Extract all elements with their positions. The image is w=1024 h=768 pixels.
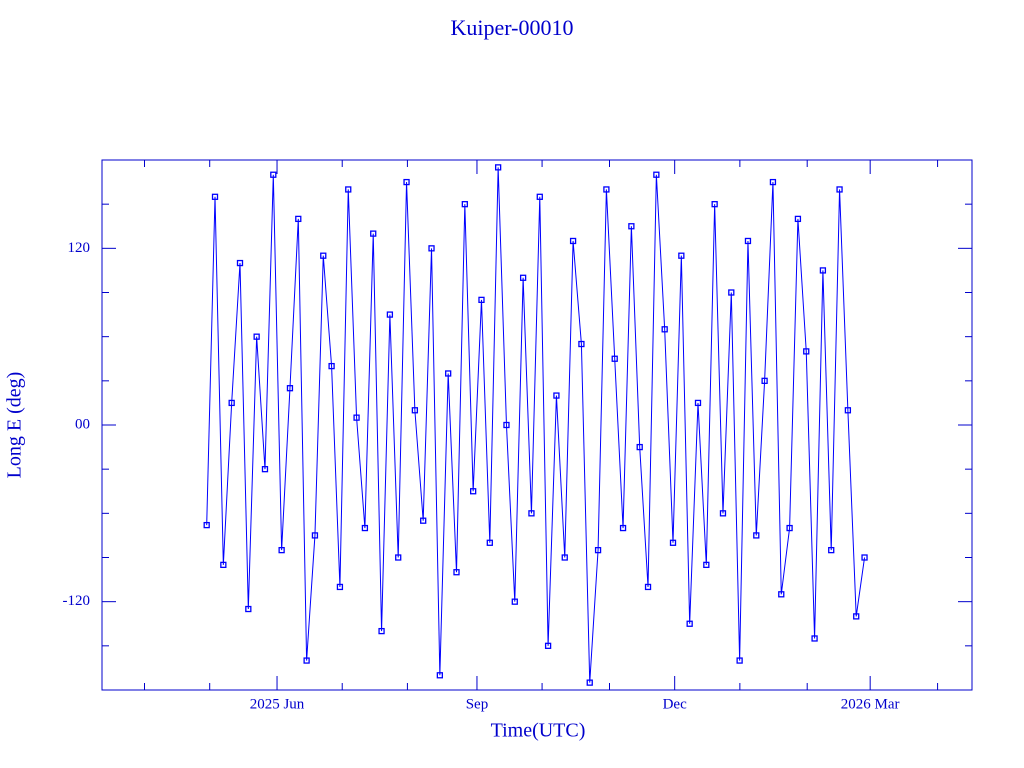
data-line <box>206 167 866 683</box>
y-tick-label: -120 <box>63 593 91 609</box>
data-point <box>753 532 760 539</box>
data-point <box>553 392 560 399</box>
data-point <box>761 377 768 384</box>
data-point <box>844 407 852 414</box>
data-point <box>478 296 485 304</box>
data-point <box>619 524 627 532</box>
data-point <box>628 223 635 230</box>
data-point <box>236 259 244 267</box>
data-point <box>536 193 543 200</box>
x-axis-label: Time(UTC) <box>491 720 586 742</box>
data-point <box>386 311 394 318</box>
data-point <box>744 237 752 245</box>
data-point <box>245 605 252 613</box>
data-point <box>436 672 443 679</box>
data-point <box>253 333 260 340</box>
data-point <box>220 561 227 569</box>
data-point <box>336 583 344 591</box>
data-point <box>311 532 319 539</box>
data-point <box>769 178 777 186</box>
data-point <box>420 517 427 524</box>
data-point <box>528 510 535 517</box>
data-point <box>586 679 593 686</box>
data-point <box>228 399 235 407</box>
data-point <box>353 414 360 421</box>
data-point <box>694 399 702 407</box>
y-tick-label: 120 <box>68 240 91 256</box>
data-point <box>653 171 660 178</box>
x-tick-label: 2025 Jun <box>250 696 305 712</box>
data-point <box>295 215 302 223</box>
data-point <box>836 186 843 193</box>
data-point <box>320 252 327 259</box>
data-point <box>778 591 785 598</box>
chart-title: Kuiper-00010 <box>451 15 574 40</box>
data-point <box>594 546 602 554</box>
data-point <box>203 521 210 529</box>
x-tick-label: 2026 Mar <box>841 696 900 712</box>
data-point <box>719 510 727 517</box>
data-point <box>544 642 552 649</box>
data-point <box>669 539 677 546</box>
data-point <box>445 370 452 377</box>
data-point <box>611 355 618 362</box>
data-point <box>728 289 735 296</box>
data-point <box>828 546 835 554</box>
data-point <box>370 230 377 237</box>
data-point <box>644 583 652 591</box>
data-point <box>328 362 335 370</box>
data-point <box>378 627 385 635</box>
data-point <box>361 524 369 532</box>
data-point <box>569 237 577 245</box>
data-point <box>511 598 518 605</box>
data-point <box>661 326 668 333</box>
data-point <box>261 466 269 473</box>
data-point <box>794 215 802 223</box>
data-point <box>486 539 493 546</box>
data-point <box>578 340 585 348</box>
data-point <box>636 443 643 451</box>
data-point <box>736 657 743 664</box>
data-point <box>819 267 827 274</box>
data-point <box>453 569 460 576</box>
data-point <box>603 186 610 193</box>
data-point <box>403 178 410 186</box>
data-point <box>461 201 468 208</box>
data-point <box>428 245 435 252</box>
data-point <box>278 546 285 554</box>
data-point <box>803 348 810 355</box>
y-tick-label: 00 <box>75 416 90 432</box>
data-point <box>211 193 219 200</box>
x-tick-label: Sep <box>466 696 489 712</box>
data-point <box>686 620 693 627</box>
data-point <box>861 554 868 561</box>
data-point <box>503 421 510 429</box>
data-point <box>395 554 402 561</box>
data-point <box>711 201 718 208</box>
data-point <box>494 164 502 171</box>
data-point <box>853 613 860 620</box>
y-axis-label: Long E (deg) <box>4 372 26 479</box>
data-point <box>519 274 527 281</box>
data-point <box>703 561 710 569</box>
data-point <box>303 657 310 664</box>
x-tick-label: Dec <box>663 696 687 712</box>
data-point <box>561 554 568 561</box>
data-point <box>411 407 419 414</box>
data-point <box>470 488 477 495</box>
data-point <box>345 186 352 193</box>
data-point <box>811 635 818 642</box>
data-point <box>786 524 793 532</box>
data-point <box>286 385 294 392</box>
data-point <box>270 171 277 178</box>
data-point <box>678 252 685 259</box>
